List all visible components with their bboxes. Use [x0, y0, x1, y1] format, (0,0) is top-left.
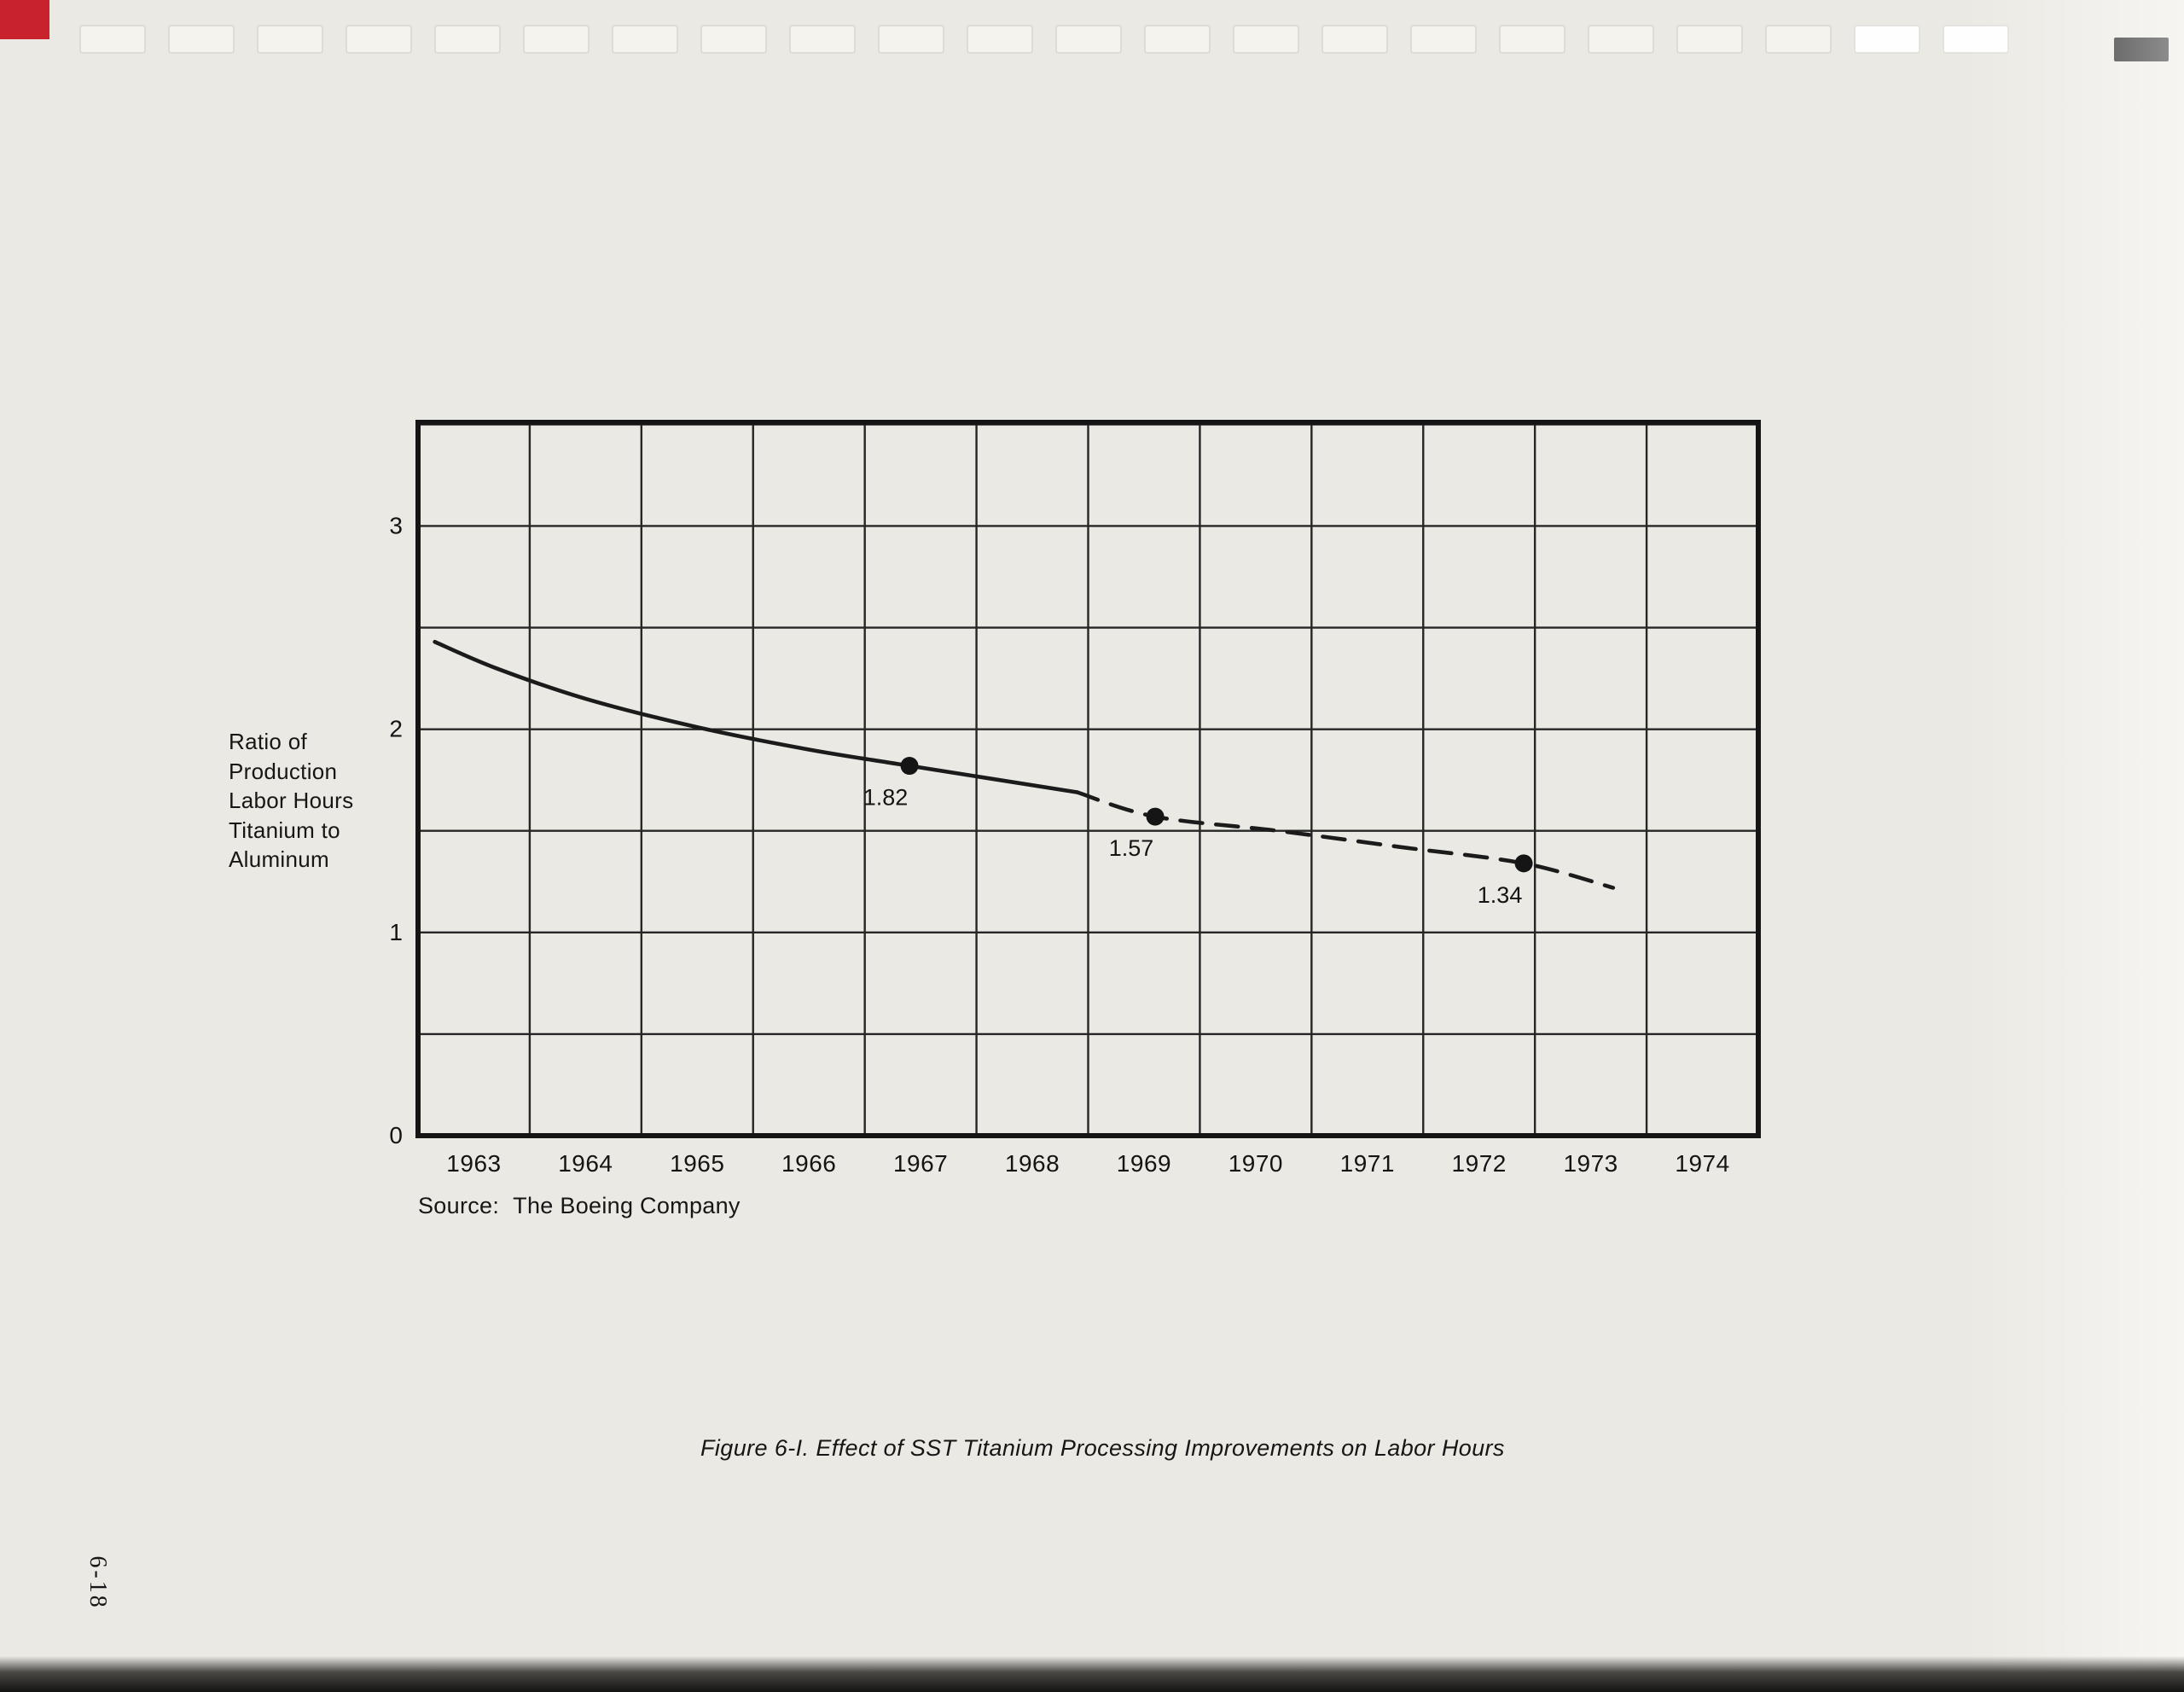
y-tick-label: 2 [389, 716, 403, 742]
y-axis-label: Ratio of Production Labor Hours Titanium… [229, 727, 353, 875]
film-frame [434, 25, 501, 54]
x-tick-label: 1971 [1340, 1150, 1395, 1177]
data-point-label: 1.82 [863, 785, 909, 811]
x-tick-label: 1965 [670, 1150, 724, 1177]
y-tick-label: 3 [389, 512, 403, 538]
y-axis-label-line: Titanium to [229, 817, 340, 843]
x-tick-label: 1964 [558, 1150, 613, 1177]
film-frame [789, 25, 856, 54]
film-frame [878, 25, 944, 54]
source-label: Source: [418, 1193, 500, 1218]
film-frame [967, 25, 1033, 54]
figure-caption: Figure 6-I. Effect of SST Titanium Proce… [700, 1435, 1505, 1461]
scan-edge-shadow [0, 1656, 2184, 1692]
page-number: 6-18 [84, 1555, 111, 1610]
data-point-marker [1514, 854, 1533, 873]
film-frame [1144, 25, 1211, 54]
source-value: The Boeing Company [513, 1193, 741, 1218]
x-tick-label: 1967 [893, 1150, 948, 1177]
film-frame [1676, 25, 1743, 54]
film-frame [257, 25, 323, 54]
data-point-label: 1.57 [1109, 835, 1154, 861]
y-axis-label-line: Aluminum [229, 846, 329, 872]
source-note: Source: The Boeing Company [418, 1193, 741, 1219]
red-corner-mark [0, 0, 49, 39]
x-tick-label: 1972 [1452, 1150, 1507, 1177]
film-frame [1588, 25, 1654, 54]
x-tick-label: 1970 [1228, 1150, 1283, 1177]
x-tick-label: 1974 [1675, 1150, 1729, 1177]
film-frame [1410, 25, 1477, 54]
film-frame [523, 25, 590, 54]
film-frame [612, 25, 678, 54]
film-frame [1765, 25, 1832, 54]
film-frame [1499, 25, 1565, 54]
series-actual [433, 639, 1079, 794]
y-axis-label-line: Ratio of [229, 729, 308, 754]
film-frame [1321, 25, 1388, 54]
y-axis-label-line: Labor Hours [229, 788, 354, 813]
x-tick-label: 1963 [446, 1150, 501, 1177]
y-tick-label: 1 [389, 919, 403, 945]
y-axis-label-line: Production [229, 758, 338, 784]
film-frame [1854, 25, 1920, 54]
y-tick-label: 0 [389, 1122, 403, 1148]
data-point-marker [900, 757, 919, 776]
x-tick-label: 1969 [1117, 1150, 1171, 1177]
plot-border [415, 420, 1761, 1138]
x-tick-label: 1966 [781, 1150, 836, 1177]
x-tick-label: 1968 [1005, 1150, 1060, 1177]
film-frame [1233, 25, 1299, 54]
film-frame [79, 25, 146, 54]
film-frame [700, 25, 767, 54]
x-tick-label: 1973 [1563, 1150, 1618, 1177]
film-frame [168, 25, 235, 54]
data-point-label: 1.34 [1478, 882, 1523, 908]
data-point-marker [1146, 807, 1165, 826]
series-projected [1075, 790, 1616, 890]
film-frame [346, 25, 412, 54]
film-frame [1055, 25, 1122, 54]
